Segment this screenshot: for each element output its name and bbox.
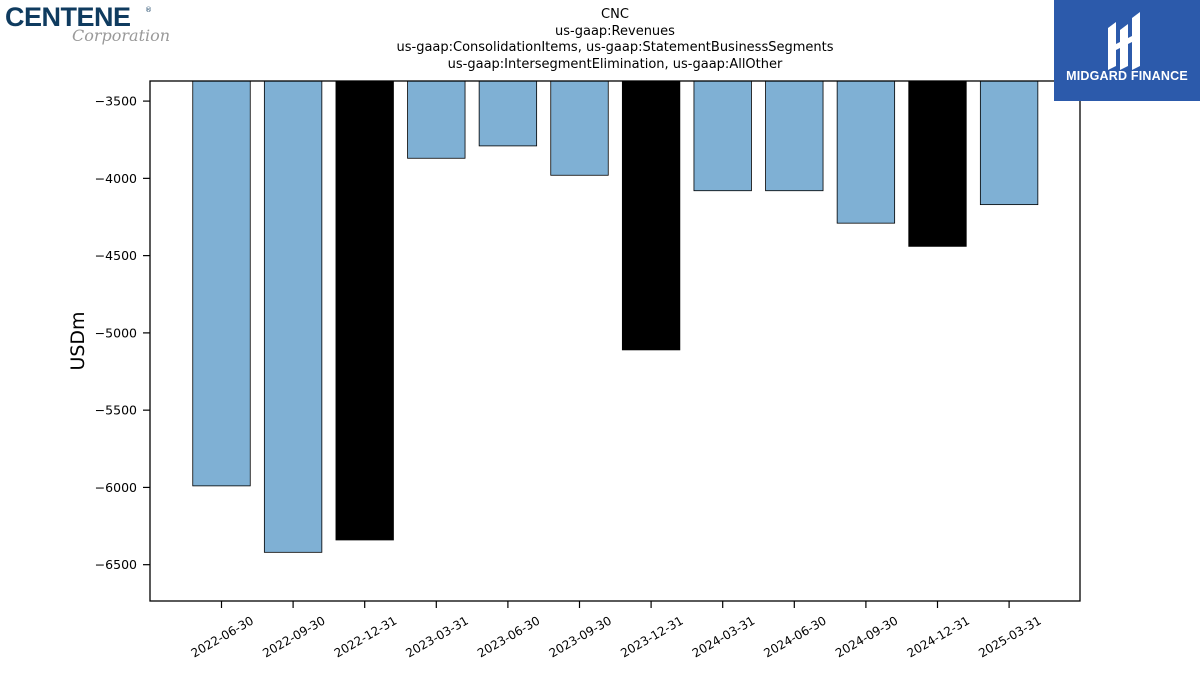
logo-sub-text: Corporation [72, 26, 171, 45]
centene-logo: CENTENE ® Corporation [5, 2, 175, 46]
bar-2022-06-30 [192, 80, 251, 487]
x-tick-label: 2024-12-31 [905, 613, 972, 660]
bar-2023-12-31 [621, 80, 681, 351]
y-tick-label: −5500 [95, 403, 137, 418]
bar-2023-06-30 [478, 80, 538, 147]
bar-2024-12-31 [908, 80, 967, 247]
x-tick-label: 2023-12-31 [618, 613, 685, 660]
x-tick-label: 2022-12-31 [332, 613, 399, 660]
logo-main-text: CENTENE [5, 2, 131, 32]
y-tick-label: −6500 [95, 557, 137, 572]
y-tick-label: −4000 [95, 171, 137, 186]
x-tick-label: 2022-09-30 [260, 613, 327, 660]
logo-registered-mark: ® [145, 6, 152, 14]
x-tick-label: 2024-09-30 [833, 613, 900, 660]
x-tick-label: 2022-06-30 [189, 613, 256, 660]
bar-2022-12-31 [335, 80, 394, 541]
y-axis-label: USDm [67, 311, 89, 370]
bar-2023-09-30 [550, 80, 609, 176]
plot-frame [149, 80, 1081, 602]
chart-title-line-2: us-gaap:Revenues [555, 24, 675, 39]
x-tick-label: 2025-03-31 [976, 613, 1043, 660]
bar-2024-09-30 [836, 80, 896, 224]
bar-2022-09-30 [263, 80, 323, 553]
bar-2023-03-31 [407, 80, 466, 159]
midgard-emblem-icon [1108, 12, 1140, 70]
chart-title-line-4: us-gaap:IntersegmentElimination, us-gaap… [447, 57, 783, 72]
bar-2024-06-30 [765, 80, 824, 192]
chart-title-line-1: CNC [601, 7, 629, 22]
y-tick-label: −5000 [95, 325, 137, 340]
x-tick-label: 2024-06-30 [761, 613, 828, 660]
y-tick-label: −3500 [95, 94, 137, 109]
bar-2025-03-31 [979, 80, 1039, 206]
y-tick-label: −6000 [95, 480, 137, 495]
x-tick-label: 2024-03-31 [690, 613, 757, 660]
x-tick-label: 2023-06-30 [475, 613, 542, 660]
midgard-finance-logo: MIDGARD FINANCE [1054, 0, 1200, 101]
y-tick-label: −4500 [95, 248, 137, 263]
midgard-finance-text: MIDGARD FINANCE [1066, 69, 1188, 83]
x-tick-label: 2023-09-30 [547, 613, 614, 660]
x-tick-label: 2023-03-31 [403, 613, 470, 660]
chart-title-line-3: us-gaap:ConsolidationItems, us-gaap:Stat… [396, 40, 834, 55]
bar-2024-03-31 [693, 80, 752, 192]
